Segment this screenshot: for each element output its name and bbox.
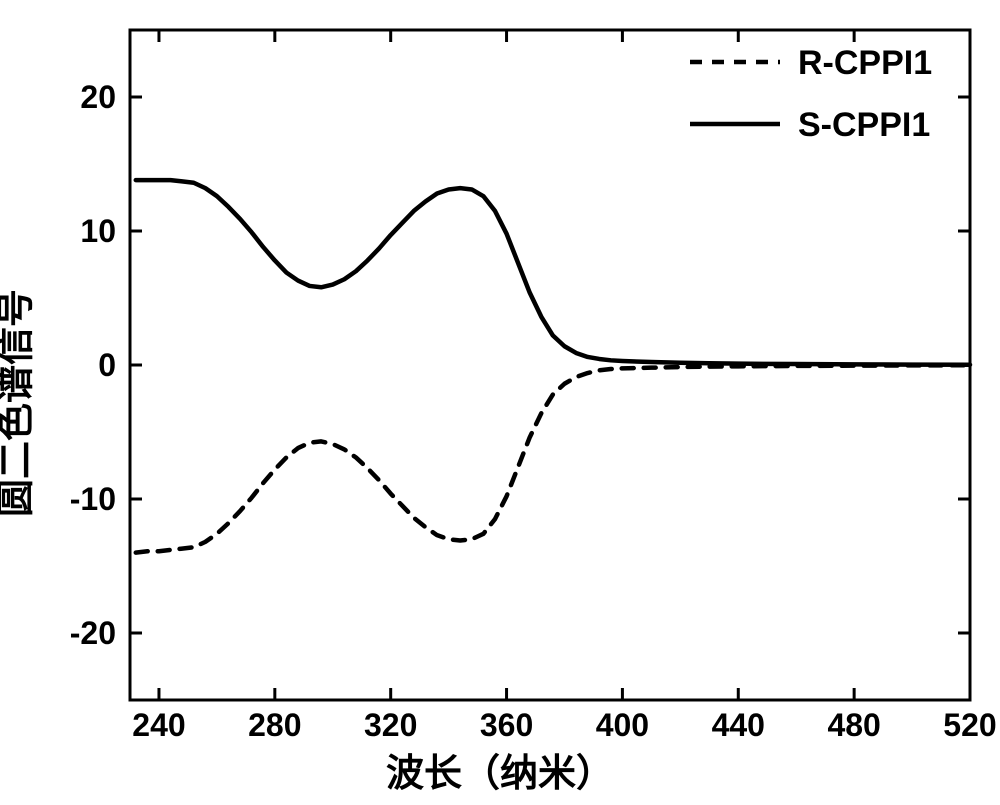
legend-label-R-CPPI1: R-CPPI1 [798, 44, 932, 82]
y-tick-label: 20 [80, 79, 116, 115]
x-tick-label: 360 [480, 707, 533, 743]
y-tick-label: 10 [80, 213, 116, 249]
x-tick-label: 320 [364, 707, 417, 743]
x-tick-label: 440 [712, 707, 765, 743]
x-axis-label: 波长（纳米） [0, 742, 1000, 797]
legend-label-S-CPPI1: S-CPPI1 [798, 106, 930, 144]
plot-svg: 240 280 320 360 400 440 480 520 -20 -10 0 10 20 R-CPP… [0, 0, 1000, 805]
series-S-CPPI1 [136, 180, 970, 365]
cd-spectrum-chart: 圆二色谱信号 波长（纳米） 240 280 320 360 400 440 480 520 -2… [0, 0, 1000, 805]
x-tick-label: 280 [248, 707, 301, 743]
y-axis-label: 圆二色谱信号 [0, 288, 40, 516]
x-tick-label: 400 [596, 707, 649, 743]
series-R-CPPI1 [136, 365, 970, 552]
y-tick-label: 0 [98, 347, 116, 383]
x-tick-label: 240 [132, 707, 185, 743]
y-tick-label: -10 [70, 481, 116, 517]
y-tick-label: -20 [70, 615, 116, 651]
x-tick-label: 480 [827, 707, 880, 743]
x-tick-label: 520 [943, 707, 996, 743]
